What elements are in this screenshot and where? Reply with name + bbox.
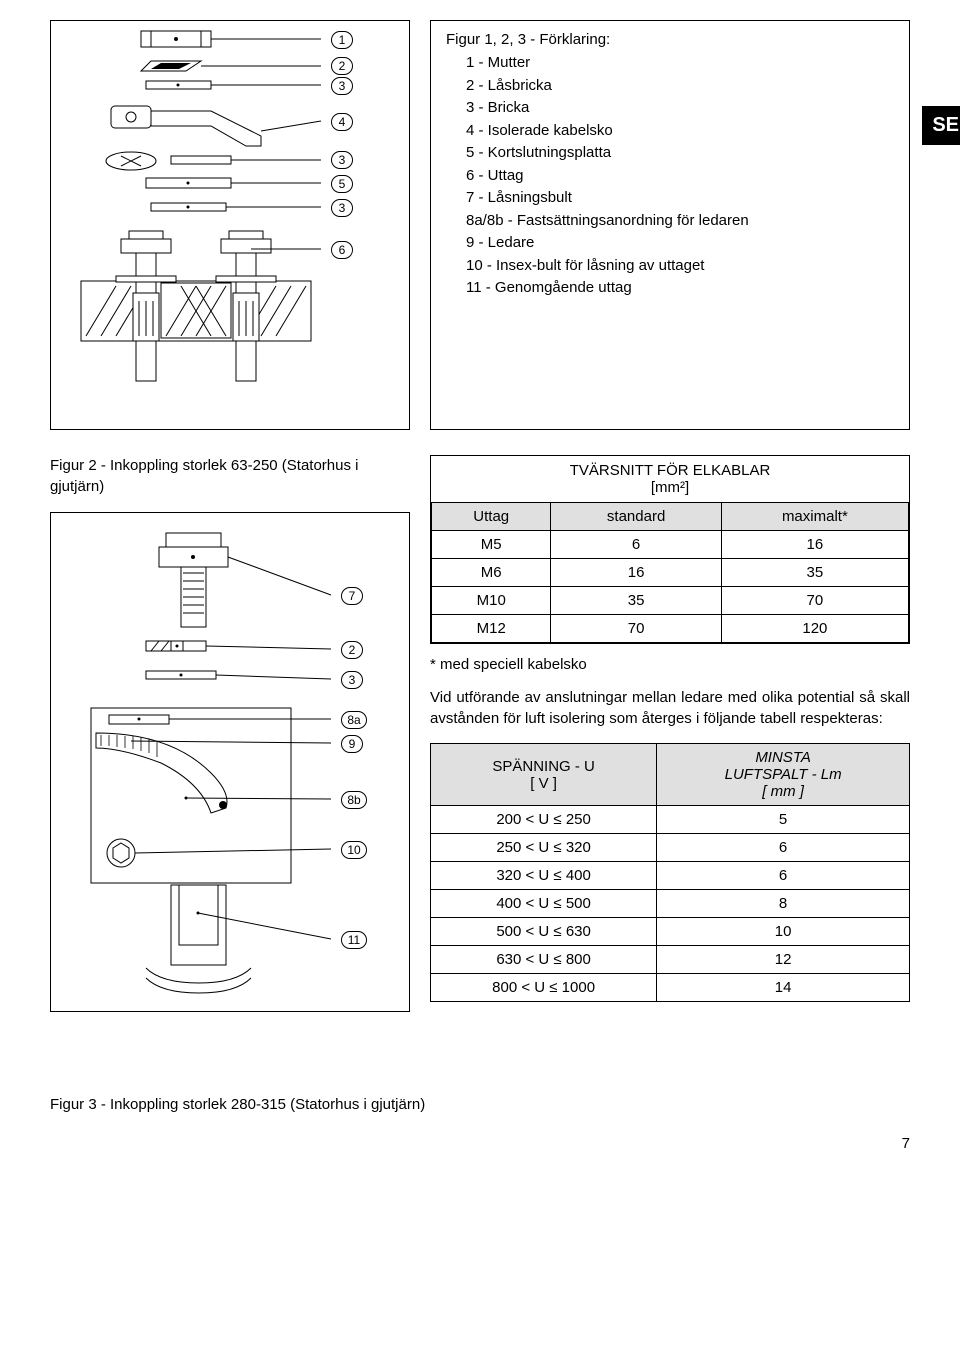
legend-item: 5 - Kortslutningsplatta [466, 142, 894, 165]
legend-item: 3 - Bricka [466, 97, 894, 120]
table-cell: 10 [657, 918, 910, 946]
table-cell: 6 [657, 862, 910, 890]
table-cell: 70 [721, 587, 908, 615]
page: 1 2 3 4 3 5 3 6 Figur 1, 2, 3 - Förklari… [0, 0, 960, 1182]
top-row: 1 2 3 4 3 5 3 6 Figur 1, 2, 3 - Förklari… [50, 20, 910, 430]
left-column: Figur 2 - Inkoppling storlek 63-250 (Sta… [50, 455, 410, 1014]
legend-item: 2 - Låsbricka [466, 75, 894, 98]
table-cell: 6 [657, 834, 910, 862]
table-cell: 6 [551, 531, 721, 559]
table-cell: 120 [721, 615, 908, 643]
table-cell: 200 < U ≤ 250 [431, 806, 657, 834]
page-number: 7 [50, 1135, 910, 1152]
mid-row: Figur 2 - Inkoppling storlek 63-250 (Sta… [50, 455, 910, 1014]
table2: SPÄNNING - U [ V ] MINSTA LUFTSPALT - Lm… [430, 743, 910, 1002]
fig1-callout-5: 3 [331, 151, 353, 169]
figure-1: 1 2 3 4 3 5 3 6 [50, 20, 410, 430]
table1-title-line1: TVÄRSNITT FÖR ELKABLAR [570, 462, 771, 479]
figure-2: 7 2 3 8a 9 8b 10 11 [50, 512, 410, 1012]
legend-item: 8a/8b - Fastsättningsanordning för ledar… [508, 210, 894, 233]
table-cell: 800 < U ≤ 1000 [431, 974, 657, 1002]
table2-header: MINSTA LUFTSPALT - Lm [ mm ] [657, 744, 910, 806]
table1-header: maximalt* [721, 503, 908, 531]
air-gap-table: SPÄNNING - U [ V ] MINSTA LUFTSPALT - Lm… [430, 743, 910, 1002]
legend-list: 1 - Mutter 2 - Låsbricka 3 - Bricka 4 - … [446, 52, 894, 300]
figure-3-caption: Figur 3 - Inkoppling storlek 280-315 (St… [50, 1094, 910, 1115]
fig1-callout-2: 2 [331, 57, 353, 75]
air-gap-paragraph: Vid utförande av anslutningar mellan led… [430, 687, 910, 729]
table1-header: standard [551, 503, 721, 531]
legend-box: Figur 1, 2, 3 - Förklaring: 1 - Mutter 2… [430, 20, 910, 430]
legend-item: 4 - Isolerade kabelsko [466, 120, 894, 143]
table-cell: M6 [432, 559, 551, 587]
table-cell: 35 [551, 587, 721, 615]
fig1-callout-8: 6 [331, 241, 353, 259]
table-cell: M10 [432, 587, 551, 615]
table1-header: Uttag [432, 503, 551, 531]
table-cell: 16 [551, 559, 721, 587]
legend-item: 6 - Uttag [466, 165, 894, 188]
fig1-callout-1: 1 [331, 31, 353, 49]
table1-title-line2: [mm²] [651, 479, 689, 496]
table-cell: 12 [657, 946, 910, 974]
figure-2-caption: Figur 2 - Inkoppling storlek 63-250 (Sta… [50, 455, 410, 497]
fig2-callout-10: 10 [341, 841, 367, 859]
fig2-callout-2: 2 [341, 641, 363, 659]
legend-item: 10 - Insex-bult för låsning av uttaget [508, 255, 894, 278]
legend-title: Figur 1, 2, 3 - Förklaring: [446, 31, 894, 48]
right-column: TVÄRSNITT FÖR ELKABLAR [mm²] Uttag stand… [430, 455, 910, 1014]
cable-cross-section-table: TVÄRSNITT FÖR ELKABLAR [mm²] Uttag stand… [430, 455, 910, 644]
fig2-callout-3: 3 [341, 671, 363, 689]
fig2-callout-7: 7 [341, 587, 363, 605]
table-cell: M12 [432, 615, 551, 643]
table2-header: SPÄNNING - U [ V ] [431, 744, 657, 806]
table-cell: 500 < U ≤ 630 [431, 918, 657, 946]
table-cell: 35 [721, 559, 908, 587]
table-cell: 14 [657, 974, 910, 1002]
legend-item: 9 - Ledare [466, 232, 894, 255]
table-cell: 630 < U ≤ 800 [431, 946, 657, 974]
fig1-callout-6: 5 [331, 175, 353, 193]
legend-item: 7 - Låsningsbult [466, 187, 894, 210]
table1-footnote: * med speciell kabelsko [430, 656, 910, 673]
legend-item: 11 - Genomgående uttag [466, 277, 894, 300]
table-cell: 5 [657, 806, 910, 834]
legend-item: 1 - Mutter [466, 52, 894, 75]
fig1-callout-4: 4 [331, 113, 353, 131]
table1-title: TVÄRSNITT FÖR ELKABLAR [mm²] [431, 456, 909, 502]
language-badge: SE [922, 106, 960, 145]
fig2-callout-8a: 8a [341, 711, 367, 729]
table-cell: 320 < U ≤ 400 [431, 862, 657, 890]
fig2-callout-9: 9 [341, 735, 363, 753]
fig1-callout-7: 3 [331, 199, 353, 217]
table-cell: 250 < U ≤ 320 [431, 834, 657, 862]
table1: Uttag standard maximalt* M5616 M61635 M1… [431, 502, 909, 643]
table-cell: 400 < U ≤ 500 [431, 890, 657, 918]
fig2-callout-11: 11 [341, 931, 367, 949]
table-cell: 16 [721, 531, 908, 559]
table-cell: 8 [657, 890, 910, 918]
figure-1-svg [51, 21, 409, 429]
fig2-callout-8b: 8b [341, 791, 367, 809]
fig1-callout-3: 3 [331, 77, 353, 95]
table-cell: 70 [551, 615, 721, 643]
table-cell: M5 [432, 531, 551, 559]
